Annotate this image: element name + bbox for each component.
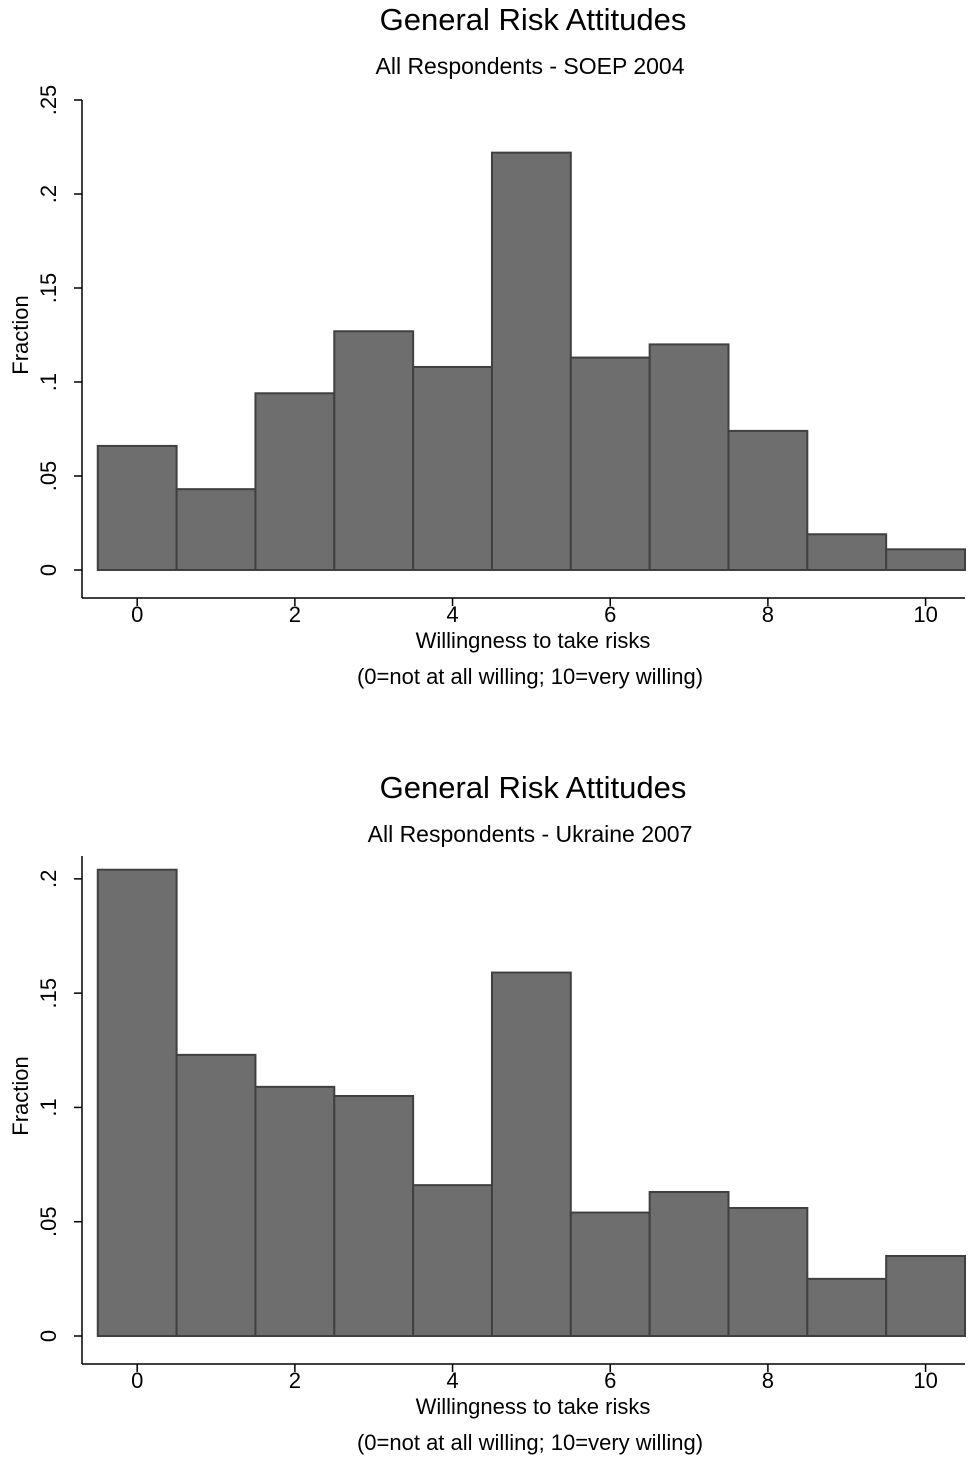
x-tick-label: 0 (131, 1368, 143, 1393)
bar (333, 1095, 415, 1337)
x-axis-label: Willingness to take risks (416, 1394, 651, 1419)
bar (885, 548, 966, 572)
bar (175, 1053, 257, 1338)
bar (727, 1207, 809, 1337)
x-tick-label: 8 (762, 602, 774, 627)
y-tick-label: 0 (36, 1330, 61, 1342)
bar (412, 1184, 493, 1337)
y-tick-label: .1 (36, 1098, 61, 1116)
chart-title: General Risk Attitudes (380, 2, 687, 37)
y-tick-label: .25 (36, 85, 61, 116)
bar (727, 429, 809, 571)
y-tick-label: 0 (36, 564, 61, 576)
x-tick-label: 8 (762, 1368, 774, 1393)
y-tick-label: .2 (36, 185, 61, 203)
bar (96, 868, 178, 1337)
bar (254, 392, 336, 571)
x-tick-label: 2 (289, 602, 301, 627)
bar (569, 356, 651, 571)
bar (96, 444, 178, 572)
y-tick-label: .05 (36, 1206, 61, 1237)
bar (490, 971, 572, 1337)
bar (806, 1277, 888, 1338)
x-tick-label: 10 (913, 602, 937, 627)
bar (333, 330, 415, 571)
bar (648, 343, 730, 571)
x-tick-label: 6 (604, 1368, 616, 1393)
bar (412, 365, 493, 571)
chart-title: General Risk Attitudes (380, 770, 687, 805)
bar (490, 151, 572, 571)
chart-subtitle: All Respondents - Ukraine 2007 (368, 821, 693, 847)
x-axis-label: Willingness to take risks (416, 628, 651, 653)
chart-subtitle: All Respondents - SOEP 2004 (376, 53, 685, 79)
x-axis-note: (0=not at all willing; 10=very willing) (357, 664, 703, 689)
bar (175, 488, 257, 571)
bar (648, 1191, 730, 1337)
y-tick-label: .15 (36, 273, 61, 304)
y-axis-label: Fraction (8, 1056, 33, 1135)
y-axis-label: Fraction (8, 295, 33, 374)
y-tick-label: .15 (36, 978, 61, 1009)
bar (885, 1255, 966, 1337)
bar (806, 533, 888, 572)
y-tick-label: .1 (36, 373, 61, 391)
x-tick-label: 0 (131, 602, 143, 627)
x-tick-label: 4 (446, 602, 458, 627)
x-tick-label: 2 (289, 1368, 301, 1393)
bar (254, 1085, 336, 1338)
x-tick-label: 10 (913, 1368, 937, 1393)
x-tick-label: 4 (446, 1368, 458, 1393)
y-tick-label: .2 (36, 870, 61, 888)
x-tick-label: 6 (604, 602, 616, 627)
bar (569, 1211, 651, 1337)
y-tick-label: .05 (36, 461, 61, 492)
x-axis-note: (0=not at all willing; 10=very willing) (357, 1430, 703, 1455)
